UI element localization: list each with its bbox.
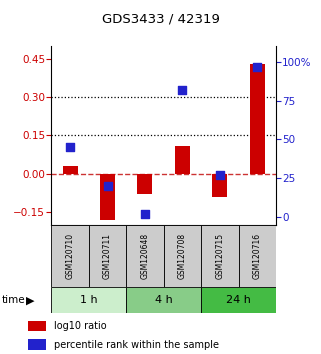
FancyBboxPatch shape xyxy=(51,225,89,287)
Bar xyxy=(63,166,78,174)
Bar xyxy=(28,339,47,350)
Point xyxy=(105,183,110,189)
Bar xyxy=(28,320,47,331)
Bar xyxy=(137,174,152,194)
FancyBboxPatch shape xyxy=(89,225,126,287)
Text: 1 h: 1 h xyxy=(80,295,98,306)
Text: GSM120711: GSM120711 xyxy=(103,233,112,279)
FancyBboxPatch shape xyxy=(239,225,276,287)
Text: GSM120716: GSM120716 xyxy=(253,233,262,279)
Text: 4 h: 4 h xyxy=(155,295,173,306)
Text: ▶: ▶ xyxy=(26,295,35,306)
Text: GSM120710: GSM120710 xyxy=(65,233,74,279)
Text: log10 ratio: log10 ratio xyxy=(54,321,106,331)
Bar xyxy=(175,145,190,174)
Text: percentile rank within the sample: percentile rank within the sample xyxy=(54,339,219,350)
Bar xyxy=(100,174,115,220)
FancyBboxPatch shape xyxy=(164,225,201,287)
Point xyxy=(255,64,260,69)
Text: GSM120648: GSM120648 xyxy=(141,233,150,279)
Bar xyxy=(213,174,227,197)
Point xyxy=(217,172,222,178)
FancyBboxPatch shape xyxy=(126,225,164,287)
Text: GDS3433 / 42319: GDS3433 / 42319 xyxy=(101,12,220,25)
Text: time: time xyxy=(2,295,25,306)
Text: GSM120708: GSM120708 xyxy=(178,233,187,279)
Point xyxy=(180,87,185,93)
Bar xyxy=(250,64,265,174)
FancyBboxPatch shape xyxy=(126,287,201,313)
FancyBboxPatch shape xyxy=(201,225,239,287)
FancyBboxPatch shape xyxy=(201,287,276,313)
Point xyxy=(67,144,73,150)
Text: 24 h: 24 h xyxy=(226,295,251,306)
Text: GSM120715: GSM120715 xyxy=(215,233,224,279)
Point xyxy=(143,211,148,216)
FancyBboxPatch shape xyxy=(51,287,126,313)
